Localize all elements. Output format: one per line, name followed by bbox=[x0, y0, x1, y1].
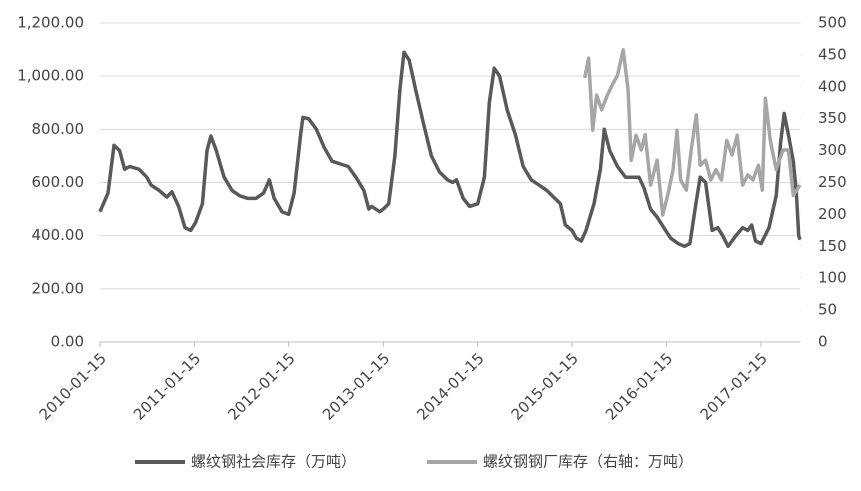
y2-tick-label: 0 bbox=[818, 333, 828, 351]
y2-tick-label: 100 bbox=[818, 269, 847, 287]
y-tick-label: 200.00 bbox=[32, 279, 85, 297]
y-tick-label: 400.00 bbox=[32, 226, 85, 244]
y2-tick-label: 350 bbox=[818, 109, 847, 127]
y2-tick-label: 150 bbox=[818, 237, 847, 255]
legend-label: 螺纹钢社会库存（万吨） bbox=[191, 453, 356, 471]
x-tick-label: 2011-01-15 bbox=[130, 349, 204, 423]
y-tick-label: 0.00 bbox=[51, 333, 84, 351]
y2-tick-label: 50 bbox=[818, 301, 837, 319]
y2-tick-label: 450 bbox=[818, 45, 847, 63]
y-tick-label: 800.00 bbox=[32, 120, 85, 138]
x-tick-label: 2013-01-15 bbox=[319, 349, 393, 423]
x-tick-label: 2010-01-15 bbox=[36, 349, 110, 423]
x-tick-label: 2015-01-15 bbox=[508, 349, 582, 423]
y-tick-label: 1,000.00 bbox=[17, 67, 84, 85]
x-tick-label: 2012-01-15 bbox=[224, 349, 298, 423]
series-line bbox=[582, 48, 802, 217]
legend-label: 螺纹钢钢厂库存（右轴：万吨） bbox=[483, 453, 693, 471]
x-tick-label: 2016-01-15 bbox=[602, 349, 676, 423]
y-tick-label: 1,200.00 bbox=[17, 14, 84, 32]
y2-tick-label: 200 bbox=[818, 205, 847, 223]
x-tick-label: 2014-01-15 bbox=[413, 349, 487, 423]
y2-tick-label: 500 bbox=[818, 14, 847, 32]
y2-tick-label: 250 bbox=[818, 173, 847, 191]
y2-tick-label: 300 bbox=[818, 141, 847, 159]
y2-tick-label: 400 bbox=[818, 77, 847, 95]
x-tick-label: 2017-01-15 bbox=[697, 349, 771, 423]
series-line bbox=[98, 50, 802, 249]
y-tick-label: 600.00 bbox=[32, 173, 85, 191]
